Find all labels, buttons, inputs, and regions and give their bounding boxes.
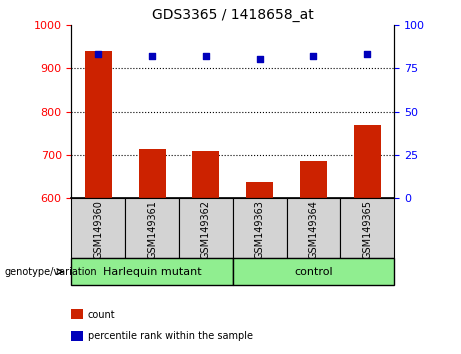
Title: GDS3365 / 1418658_at: GDS3365 / 1418658_at bbox=[152, 8, 313, 22]
Point bbox=[364, 51, 371, 57]
Point bbox=[148, 53, 156, 59]
Text: percentile rank within the sample: percentile rank within the sample bbox=[88, 331, 253, 341]
Bar bbox=[354, 125, 381, 198]
Bar bbox=[300, 161, 327, 198]
Bar bbox=[71, 258, 233, 285]
Text: GSM149364: GSM149364 bbox=[308, 200, 319, 259]
Bar bbox=[233, 258, 394, 285]
Bar bbox=[193, 150, 219, 198]
Text: Harlequin mutant: Harlequin mutant bbox=[103, 267, 201, 277]
Text: genotype/variation: genotype/variation bbox=[5, 267, 97, 277]
Bar bbox=[179, 198, 233, 258]
Bar bbox=[287, 198, 340, 258]
Point bbox=[95, 51, 102, 57]
Text: GSM149365: GSM149365 bbox=[362, 200, 372, 259]
Text: control: control bbox=[294, 267, 333, 277]
Text: GSM149360: GSM149360 bbox=[93, 200, 103, 259]
Bar bbox=[125, 198, 179, 258]
Bar bbox=[246, 182, 273, 198]
Bar bbox=[85, 51, 112, 198]
Bar bbox=[340, 198, 394, 258]
Text: GSM149362: GSM149362 bbox=[201, 200, 211, 259]
Text: GSM149363: GSM149363 bbox=[254, 200, 265, 259]
Text: count: count bbox=[88, 310, 115, 320]
Bar bbox=[139, 149, 165, 198]
Text: GSM149361: GSM149361 bbox=[147, 200, 157, 259]
Point bbox=[202, 53, 210, 59]
Bar bbox=[71, 198, 125, 258]
Point bbox=[310, 53, 317, 59]
Bar bbox=[233, 198, 287, 258]
Point bbox=[256, 57, 263, 62]
